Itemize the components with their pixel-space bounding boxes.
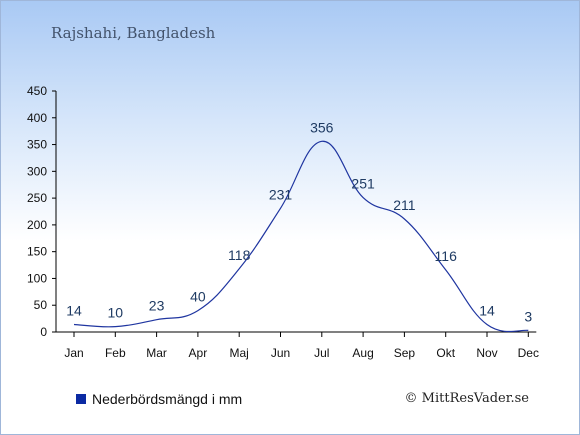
x-tick-label: Jun (271, 346, 290, 360)
data-label: 3 (524, 308, 532, 324)
data-label: 10 (108, 305, 124, 321)
y-tick-label: 400 (27, 111, 47, 125)
y-tick-label: 100 (27, 271, 47, 285)
y-tick-label: 350 (27, 138, 47, 152)
y-tick-label: 300 (27, 164, 47, 178)
chart-axes: 0 50 100 150 200 250 300 350 400 450 Jan Feb Mar Apr M… (27, 84, 539, 360)
x-tick-label: Okt (436, 346, 455, 360)
x-tick-label: Apr (189, 346, 208, 360)
data-label: 116 (435, 248, 458, 264)
legend-label: Nederbördsmängd i mm (92, 391, 243, 407)
x-tick-label: Jul (314, 346, 329, 360)
data-label: 356 (310, 119, 334, 135)
data-label: 211 (393, 197, 416, 213)
x-tick-label: Sep (394, 346, 416, 360)
y-tick-label: 0 (40, 325, 47, 339)
data-label: 231 (269, 186, 293, 202)
chart-series: 14 10 23 40 118 231 356 251 211 116 14 3 (66, 119, 532, 333)
series-line (73, 140, 529, 333)
y-tick-label: 450 (27, 84, 47, 98)
x-tick-label: Nov (476, 346, 497, 360)
x-tick-label: Maj (230, 346, 249, 360)
y-tick-label: 250 (27, 191, 47, 205)
x-tick-label: Feb (105, 346, 126, 360)
data-label: 14 (66, 303, 82, 319)
x-tick-label: Jan (64, 346, 83, 360)
data-label: 251 (351, 176, 375, 192)
chart-title: Rajshahi, Bangladesh (51, 24, 216, 42)
x-tick-label: Mar (146, 346, 167, 360)
chart-legend: Nederbördsmängd i mm (76, 391, 242, 407)
x-tick-label: Dec (518, 346, 539, 360)
y-tick-label: 150 (27, 245, 47, 259)
y-tick-label: 200 (27, 218, 47, 232)
x-tick-label: Aug (352, 346, 373, 360)
data-label: 23 (149, 298, 165, 314)
y-tick-label: 50 (34, 298, 48, 312)
data-label: 118 (228, 247, 251, 263)
data-label: 40 (190, 289, 206, 305)
source-credit: © MittResVader.se (404, 391, 529, 406)
data-label: 14 (479, 303, 495, 319)
legend-swatch (76, 394, 86, 404)
